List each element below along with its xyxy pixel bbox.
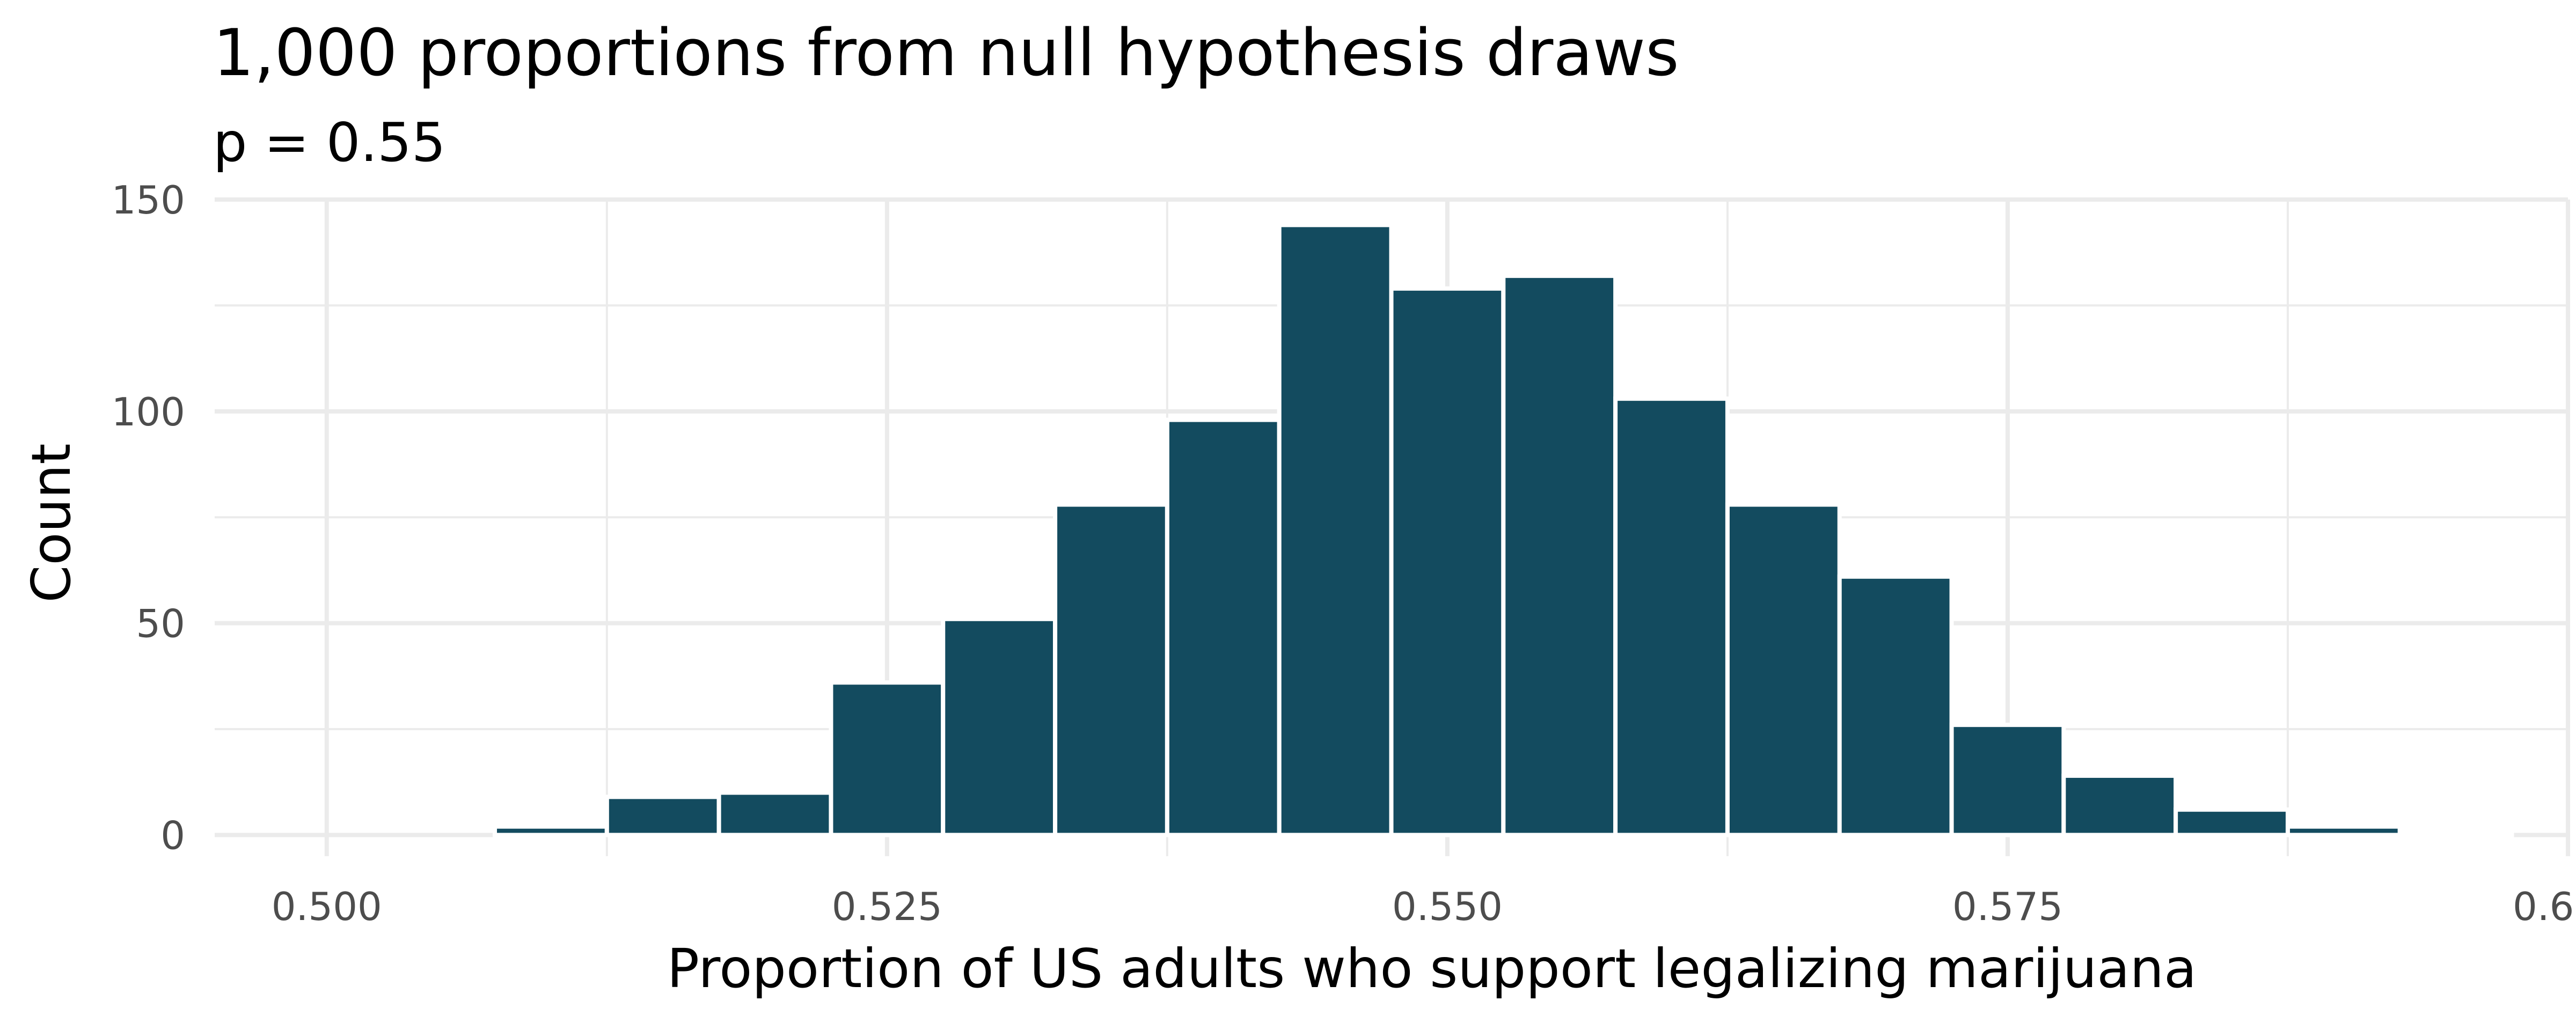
y-tick-label: 50 xyxy=(136,601,185,646)
histogram-bar xyxy=(1949,723,2066,837)
y-axis-title: Count xyxy=(20,444,83,603)
histogram-bar xyxy=(1277,223,1394,837)
histogram-bar xyxy=(2174,807,2290,837)
histogram-bar xyxy=(2397,828,2514,837)
chart-subtitle: p = 0.55 xyxy=(213,111,446,174)
x-axis-title: Proportion of US adults who support lega… xyxy=(667,937,2197,1000)
y-tick-label: 100 xyxy=(112,389,185,435)
x-tick-label: 0.600 xyxy=(2513,884,2576,929)
histogram-bar xyxy=(1165,417,1282,837)
y-tick-label: 0 xyxy=(160,813,185,858)
histogram-bar xyxy=(493,824,609,837)
histogram-bar xyxy=(2061,773,2178,837)
histogram-bar xyxy=(716,790,833,837)
histogram-bar xyxy=(604,794,721,837)
histogram-bar xyxy=(1613,396,1730,837)
y-axis-ticks: 0 50 100 150 xyxy=(112,178,185,858)
chart-title: 1,000 proportions from null hypothesis d… xyxy=(213,16,1679,91)
histogram-bar xyxy=(1389,286,1506,837)
histogram-bar xyxy=(1725,502,1842,837)
histogram-bar xyxy=(1053,502,1169,837)
x-tick-label: 0.550 xyxy=(1392,884,1503,929)
x-axis-ticks: 0.500 0.525 0.550 0.575 0.600 xyxy=(272,884,2576,929)
histogram-bar xyxy=(1501,274,1618,837)
histogram-bar xyxy=(1837,574,1954,837)
histogram-bar xyxy=(2285,824,2402,837)
x-tick-label: 0.525 xyxy=(832,884,942,929)
y-tick-label: 150 xyxy=(112,178,185,223)
histogram-bar xyxy=(829,680,946,837)
x-tick-label: 0.500 xyxy=(272,884,382,929)
histogram-bar xyxy=(941,616,1058,837)
x-tick-label: 0.575 xyxy=(1952,884,2063,929)
bars xyxy=(493,223,2514,837)
